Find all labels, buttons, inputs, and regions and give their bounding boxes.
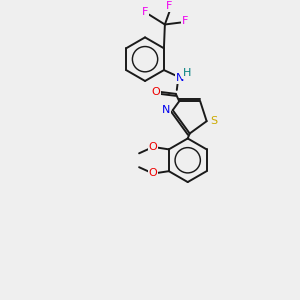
Text: F: F [182, 16, 188, 26]
Text: O: O [148, 168, 157, 178]
Text: N: N [162, 105, 170, 115]
Text: S: S [210, 116, 217, 126]
Text: N: N [176, 73, 184, 83]
Text: O: O [148, 142, 157, 152]
Text: F: F [166, 1, 172, 11]
Text: F: F [142, 7, 148, 16]
Text: H: H [182, 68, 191, 78]
Text: O: O [152, 87, 160, 97]
